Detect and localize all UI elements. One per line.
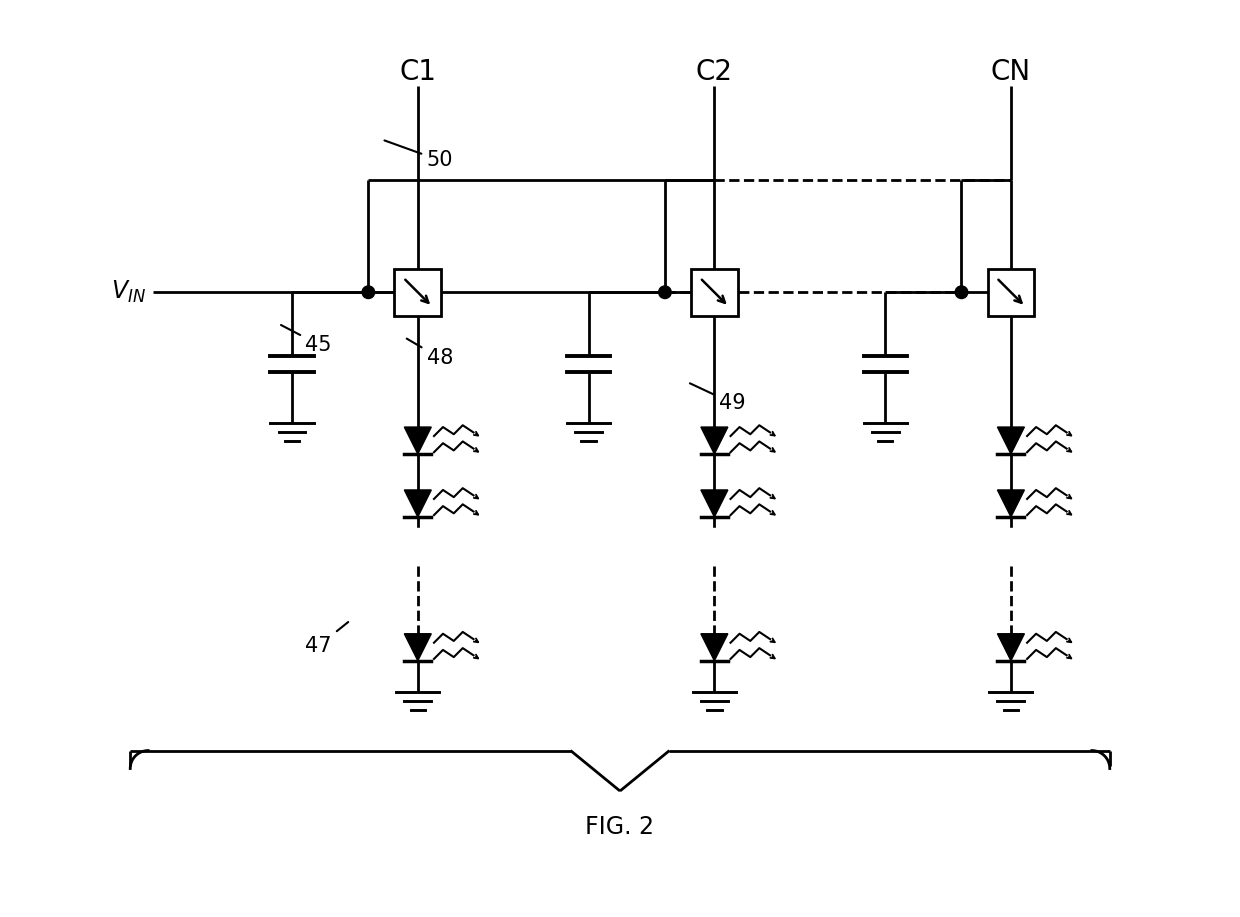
Polygon shape	[404, 634, 432, 660]
Text: C2: C2	[696, 58, 733, 86]
Polygon shape	[997, 634, 1024, 660]
Text: 48: 48	[407, 338, 453, 368]
Polygon shape	[997, 490, 1024, 517]
Polygon shape	[997, 427, 1024, 454]
Text: CN: CN	[991, 58, 1030, 86]
Circle shape	[955, 286, 967, 299]
Polygon shape	[404, 490, 432, 517]
Polygon shape	[701, 490, 728, 517]
Text: 47: 47	[305, 622, 348, 656]
Text: C1: C1	[399, 58, 436, 86]
Text: 50: 50	[384, 140, 454, 171]
Text: $V_{IN}$: $V_{IN}$	[110, 279, 145, 305]
Bar	[691, 269, 738, 315]
Text: 49: 49	[689, 383, 745, 413]
Circle shape	[362, 286, 374, 299]
Polygon shape	[701, 634, 728, 660]
Circle shape	[658, 286, 671, 299]
Text: FIG. 2: FIG. 2	[585, 815, 655, 839]
Bar	[987, 269, 1034, 315]
Polygon shape	[701, 427, 728, 454]
Polygon shape	[404, 427, 432, 454]
Text: 45: 45	[281, 325, 332, 355]
Bar	[394, 269, 441, 315]
